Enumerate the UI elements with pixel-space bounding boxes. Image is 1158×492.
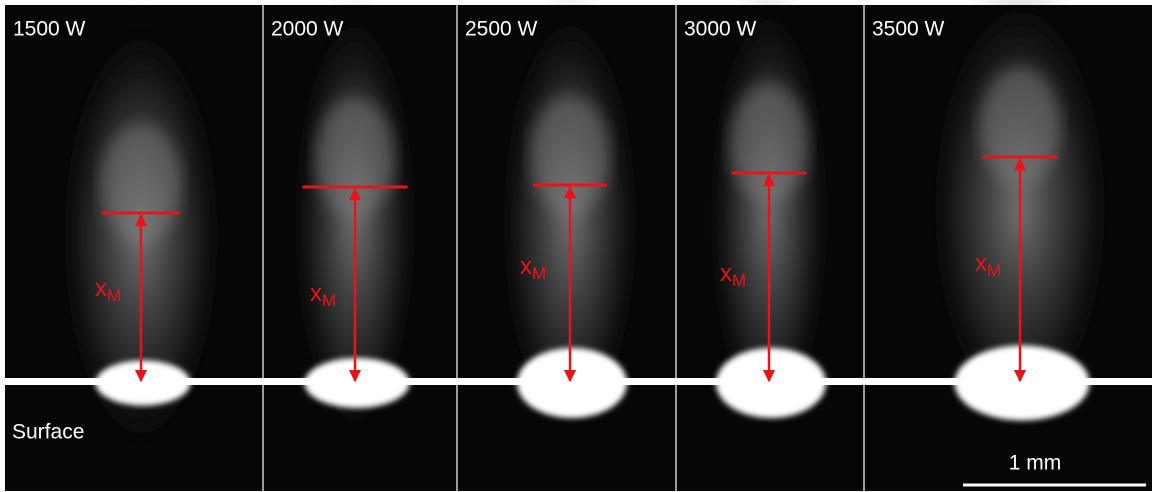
measure-main: x: [95, 275, 107, 302]
measure-sub: M: [987, 261, 1001, 280]
panel-label: 2000 W: [271, 18, 344, 41]
measure-main: x: [520, 253, 532, 280]
measure-main: x: [310, 280, 322, 307]
surface-line: [5, 378, 1152, 385]
panel-label: 3000 W: [684, 18, 757, 41]
measure-main: x: [975, 250, 987, 277]
surface-label: Surface: [12, 421, 84, 444]
measure-sub: M: [732, 271, 746, 290]
panel-label: 2500 W: [465, 18, 538, 41]
scale-bar-label: 1 mm: [1009, 452, 1062, 475]
measure-sub: M: [532, 264, 546, 283]
panel-label: 3500 W: [872, 18, 945, 41]
measure-main: x: [720, 260, 732, 287]
figure: 1500 WxM2000 WxM2500 WxM3000 WxM3500 WxM…: [0, 0, 1158, 492]
panel-label: 1500 W: [13, 18, 86, 41]
measure-sub: M: [107, 286, 121, 305]
measure-sub: M: [322, 291, 336, 310]
